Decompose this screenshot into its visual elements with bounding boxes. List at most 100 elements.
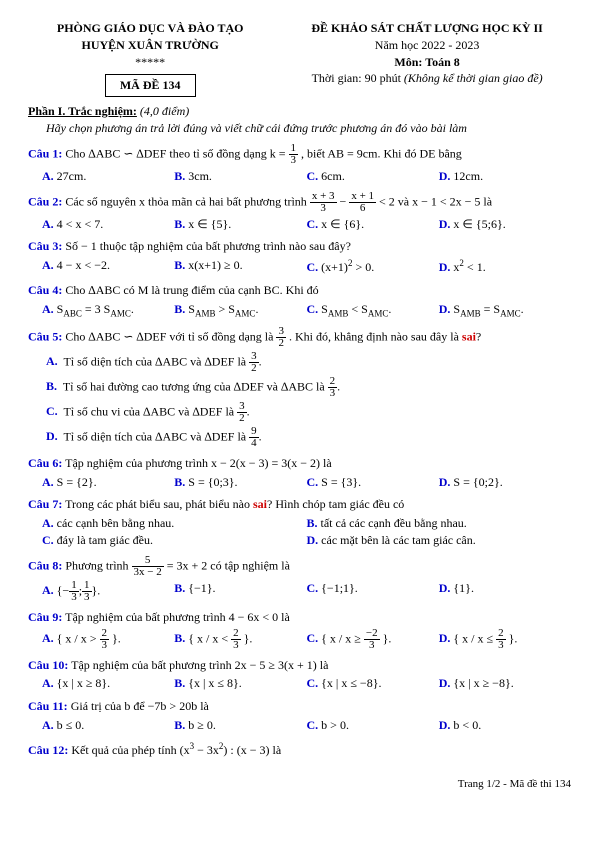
q7-post: ? Hình chóp tam giác đều có: [267, 497, 404, 511]
section-title: Phần I. Trắc nghiệm:: [28, 104, 137, 118]
q4: Câu 4: Cho ∆ABC có M là trung điểm của c…: [28, 282, 571, 299]
q1-opts: A.27cm. B.3cm. C.6cm. D.12cm.: [42, 168, 571, 185]
q6: Câu 6: Tập nghiệm của phương trình x − 2…: [28, 455, 571, 472]
q7-A: A.các cạnh bên bằng nhau.: [42, 515, 307, 532]
q2-D: D.x ∈ {5;6}.: [439, 216, 571, 233]
q11-opts: A.b ≤ 0. B.b ≥ 0. C.b > 0. D.b < 0.: [42, 717, 571, 734]
q11: Câu 11: Giá trị của b để −7b > 20b là: [28, 698, 571, 715]
q9-label: Câu 9:: [28, 610, 62, 624]
q1-A: A.27cm.: [42, 168, 174, 185]
q4-C: C.SAMB < SAMC.: [307, 301, 439, 320]
instruction: Hãy chọn phương án trả lời đúng và viết …: [46, 120, 571, 137]
q5-end: ?: [476, 329, 481, 343]
stars: *****: [28, 54, 272, 71]
q9-opts: A.{ x / x > 23 }. B.{ x / x < 23 }. C.{ …: [42, 628, 571, 651]
q7-D: D.các mặt bên là các tam giác cân.: [307, 532, 572, 549]
q3: Câu 3: Số − 1 thuộc tập nghiệm của bất p…: [28, 238, 571, 255]
q11-label: Câu 11:: [28, 699, 68, 713]
q7-opts: A.các cạnh bên bằng nhau. B.tất cả các c…: [42, 515, 571, 549]
q10-B: B.{x | x ≤ 8}.: [174, 675, 306, 692]
q9-C: C.{ x / x ≥ −23 }.: [307, 628, 439, 651]
q2-C: C.x ∈ {6}.: [307, 216, 439, 233]
q6-D: D.S = {0;2}.: [439, 474, 571, 491]
q6-opts: A.S = {2}. B.S = {0;3}. C.S = {3}. D.S =…: [42, 474, 571, 491]
q4-D: D.SAMB = SAMC.: [439, 301, 571, 320]
header-right: ĐỀ KHẢO SÁT CHẤT LƯỢNG HỌC KỲ II Năm học…: [283, 20, 571, 97]
frac-x1-6: x + 16: [349, 191, 376, 214]
q4-text: Cho ∆ABC có M là trung điểm của cạnh BC.…: [65, 283, 318, 297]
q4-B: B.SAMB > SAMC.: [174, 301, 306, 320]
q2-mid: < 2 và x − 1 < 2x − 5 là: [379, 194, 492, 208]
q5-A: A. Tỉ số diện tích của ∆ABC và ∆DEF là 3…: [46, 351, 571, 374]
q6-C: C.S = {3}.: [307, 474, 439, 491]
q2-opts: A.4 < x < 7. B.x ∈ {5}. C.x ∈ {6}. D.x ∈…: [42, 216, 571, 233]
q11-C: C.b > 0.: [307, 717, 439, 734]
page-footer: Trang 1/2 - Mã đề thi 134: [28, 777, 571, 792]
exam-header: PHÒNG GIÁO DỤC VÀ ĐÀO TẠO HUYỆN XUÂN TRƯ…: [28, 20, 571, 97]
q3-C: C.(x+1)2 > 0.: [307, 257, 439, 276]
exam-title: ĐỀ KHẢO SÁT CHẤT LƯỢNG HỌC KỲ II: [283, 20, 571, 37]
q11-A: A.b ≤ 0.: [42, 717, 174, 734]
q4-label: Câu 4:: [28, 283, 62, 297]
q8: Câu 8: Phương trình 53x − 2 = 3x + 2 có …: [28, 555, 571, 578]
q8-A: A.{−13;13}.: [42, 580, 174, 603]
q8-C: C.{−1;1}.: [307, 580, 439, 603]
q12: Câu 12: Kết quả của phép tính (x3 − 3x2)…: [28, 740, 571, 759]
q6-text: Tập nghiệm của phương trình x − 2(x − 3)…: [65, 456, 332, 470]
q3-D: D.x2 < 1.: [439, 257, 571, 276]
frac-3-2: 32: [276, 326, 286, 349]
q3-A: A.4 − x < −2.: [42, 257, 174, 276]
q11-D: D.b < 0.: [439, 717, 571, 734]
q1-label: Câu 1:: [28, 146, 62, 160]
q5: Câu 5: Cho ∆ABC ∽ ∆DEF với tỉ số đồng dạ…: [28, 326, 571, 349]
district-line: HUYỆN XUÂN TRƯỜNG: [28, 37, 272, 54]
q5-sai: sai: [462, 329, 476, 343]
q3-text: Số − 1 thuộc tập nghiệm của bất phương t…: [65, 239, 351, 253]
q6-label: Câu 6:: [28, 456, 62, 470]
q7: Câu 7: Trong các phát biểu sau, phát biể…: [28, 496, 571, 513]
q8-opts: A.{−13;13}. B.{−1}. C.{−1;1}. D.{1}.: [42, 580, 571, 603]
q6-A: A.S = {2}.: [42, 474, 174, 491]
q6-B: B.S = {0;3}.: [174, 474, 306, 491]
q9-text: Tập nghiệm của bất phương trình 4 − 6x <…: [65, 610, 290, 624]
q9: Câu 9: Tập nghiệm của bất phương trình 4…: [28, 609, 571, 626]
q1-D: D.12cm.: [439, 168, 571, 185]
q5-label: Câu 5:: [28, 329, 62, 343]
q9-A: A.{ x / x > 23 }.: [42, 628, 174, 651]
q2-A: A.4 < x < 7.: [42, 216, 174, 233]
q10: Câu 10: Tập nghiệm của bất phương trình …: [28, 657, 571, 674]
q10-C: C.{x | x ≤ −8}.: [307, 675, 439, 692]
q11-text: Giá trị của b để −7b > 20b là: [71, 699, 209, 713]
q3-opts: A.4 − x < −2. B.x(x+1) ≥ 0. C.(x+1)2 > 0…: [42, 257, 571, 276]
dept-line: PHÒNG GIÁO DỤC VÀ ĐÀO TẠO: [28, 20, 272, 37]
q5-C: C. Tỉ số chu vi của ∆ABC và ∆DEF là 32.: [46, 401, 571, 424]
section-pts: (4,0 điểm): [140, 104, 189, 118]
q4-opts: A.SABC = 3 SAMC. B.SAMB > SAMC. C.SAMB <…: [42, 301, 571, 320]
q12-mid: − 3x: [194, 743, 219, 757]
q8-post: = 3x + 2 có tập nghiệm là: [167, 558, 290, 572]
frac-x3-3: x + 33: [310, 191, 337, 214]
q12-label: Câu 12:: [28, 743, 68, 757]
q12-pre: Kết quả của phép tính (x: [71, 743, 189, 757]
q7-C: C.đáy là tam giác đều.: [42, 532, 307, 549]
q9-B: B.{ x / x < 23 }.: [174, 628, 306, 651]
subject: Môn: Toán 8: [283, 54, 571, 71]
q5-D: D. Tỉ số diện tích của ∆ABC và ∆DEF là 9…: [46, 426, 571, 449]
q8-pre: Phương trình: [65, 558, 131, 572]
q7-pre: Trong các phát biểu sau, phát biểu nào: [65, 497, 253, 511]
q7-label: Câu 7:: [28, 497, 62, 511]
section-row: Phần I. Trắc nghiệm: (4,0 điểm): [28, 103, 571, 120]
q8-B: B.{−1}.: [174, 580, 306, 603]
duration-note: (Không kể thời gian giao đề): [404, 71, 543, 85]
q12-post: ) : (x − 3) là: [223, 743, 281, 757]
q7-sai: sai: [253, 497, 267, 511]
q10-opts: A.{x | x ≥ 8}. B.{x | x ≤ 8}. C.{x | x ≤…: [42, 675, 571, 692]
q1-B: B.3cm.: [174, 168, 306, 185]
q9-D: D.{ x / x ≤ 23 }.: [439, 628, 571, 651]
school-year: Năm học 2022 - 2023: [283, 37, 571, 54]
q1-text-post: , biết AB = 9cm. Khi đó DE bằng: [301, 146, 462, 160]
q10-A: A.{x | x ≥ 8}.: [42, 675, 174, 692]
q1: Câu 1: Cho ∆ABC ∽ ∆DEF theo tỉ số đồng d…: [28, 143, 571, 166]
q10-text: Tập nghiệm của bất phương trình 2x − 5 ≥…: [71, 658, 328, 672]
duration: Thời gian: 90 phút (Không kể thời gian g…: [283, 70, 571, 87]
